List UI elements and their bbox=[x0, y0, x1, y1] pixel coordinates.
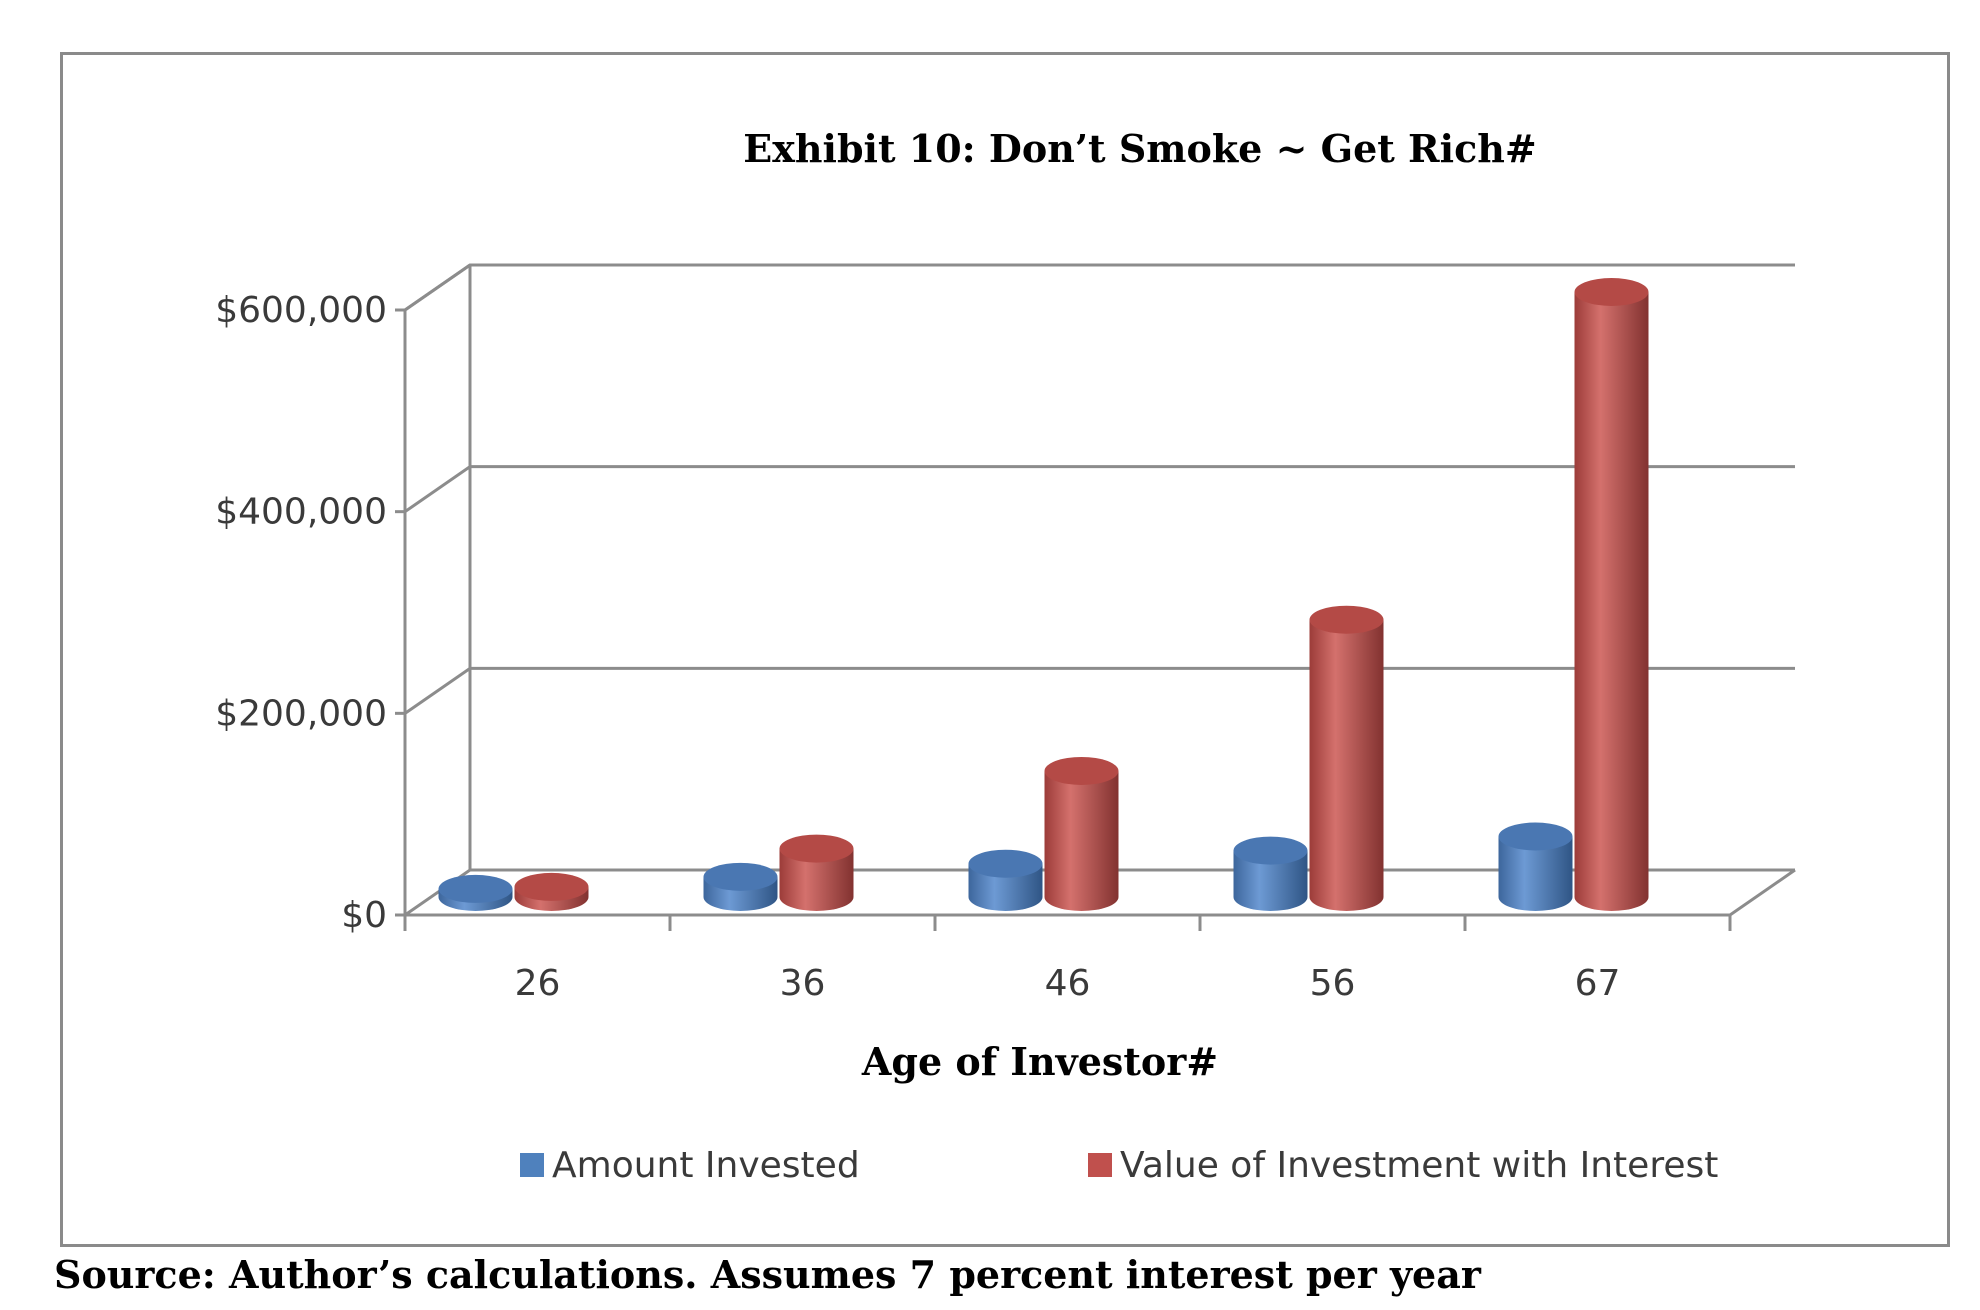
source-note: Source: Author’s calculations. Assumes 7… bbox=[54, 1252, 1481, 1297]
bar-value-with-interest bbox=[1309, 605, 1384, 912]
legend-label-value-with-interest: Value of Investment with Interest bbox=[1120, 1145, 1718, 1186]
bar-top bbox=[438, 874, 513, 903]
bar-amount-invested bbox=[1498, 822, 1573, 912]
x-tick-label: 67 bbox=[1575, 963, 1621, 1004]
axes-layer: $0 $200,000 $400,000 $600,000 26 36 46 56 67 bbox=[215, 263, 1796, 1004]
chart-title: Exhibit 10: Don’t Smoke ~ Get Rich# bbox=[743, 126, 1536, 171]
bar-value-with-interest bbox=[514, 872, 589, 912]
bar-top bbox=[1044, 756, 1119, 785]
bar-amount-invested bbox=[438, 874, 513, 912]
bar-top bbox=[1498, 822, 1573, 851]
bar-amount-invested bbox=[1233, 836, 1308, 912]
bar-top bbox=[703, 862, 778, 891]
bar-top bbox=[1309, 605, 1384, 634]
bar-top bbox=[514, 872, 589, 901]
bar-amount-invested bbox=[703, 862, 778, 912]
bar-top bbox=[779, 834, 854, 863]
x-tick-label: 46 bbox=[1045, 963, 1091, 1004]
chart-frame bbox=[60, 52, 1950, 1247]
x-tick-label: 26 bbox=[515, 963, 561, 1004]
y-tick-label: $200,000 bbox=[215, 693, 387, 734]
x-tick-label: 56 bbox=[1310, 963, 1356, 1004]
y-tick-label: $400,000 bbox=[215, 492, 387, 533]
bar-amount-invested bbox=[968, 849, 1043, 912]
bar-body bbox=[1574, 292, 1649, 912]
y-axis-line bbox=[403, 263, 471, 915]
legend-label-amount-invested: Amount Invested bbox=[552, 1145, 860, 1186]
chart-svg: Exhibit 10: Don’t Smoke ~ Get Rich# $0 $2… bbox=[215, 126, 1796, 1186]
bar-body bbox=[1233, 850, 1308, 912]
bar-body bbox=[1309, 619, 1384, 912]
legend: Amount Invested Value of Investment with… bbox=[520, 1145, 1718, 1186]
x-tick-label: 36 bbox=[780, 963, 826, 1004]
bar-body bbox=[779, 848, 854, 912]
y-tick-label: $600,000 bbox=[215, 290, 387, 331]
y-tick-label: $0 bbox=[341, 895, 387, 936]
bar-top bbox=[1233, 836, 1308, 865]
bar-value-with-interest bbox=[1044, 756, 1119, 912]
bars-layer bbox=[438, 278, 1649, 912]
legend-swatch-amount-invested bbox=[520, 1153, 544, 1177]
x-axis-label: Age of Investor# bbox=[861, 1039, 1218, 1084]
bar-body bbox=[1044, 770, 1119, 912]
legend-swatch-value-with-interest bbox=[1088, 1153, 1112, 1177]
bar-value-with-interest bbox=[1574, 278, 1649, 912]
bar-value-with-interest bbox=[779, 834, 854, 912]
bar-top bbox=[968, 849, 1043, 878]
bar-top bbox=[1574, 278, 1649, 306]
bar-body bbox=[1498, 836, 1573, 912]
